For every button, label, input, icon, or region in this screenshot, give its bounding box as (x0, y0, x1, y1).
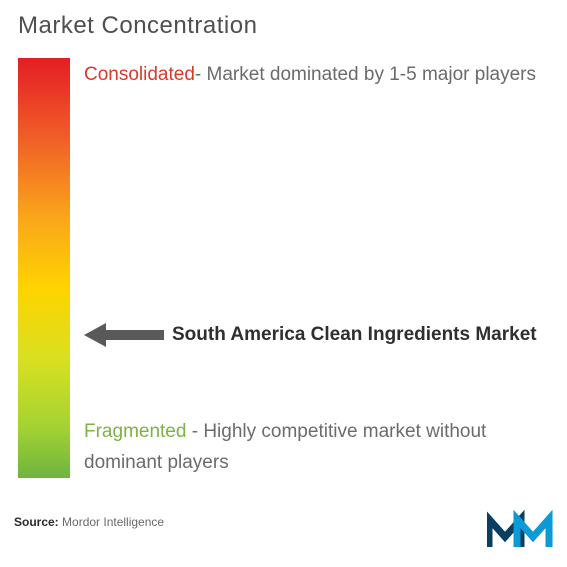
mordor-logo (487, 507, 555, 555)
infographic-container: Market Concentration Consolidated- Marke… (0, 0, 567, 567)
consolidated-label: Consolidated- Market dominated by 1-5 ma… (84, 60, 549, 90)
fragmented-keyword: Fragmented (84, 421, 186, 442)
concentration-gradient-bar (18, 58, 70, 478)
text-area: Consolidated- Market dominated by 1-5 ma… (70, 58, 549, 478)
source-citation: Source: Mordor Intelligence (14, 515, 164, 529)
page-title: Market Concentration (18, 12, 549, 40)
market-name-label: South America Clean Ingredients Market (172, 323, 537, 347)
consolidated-description: - Market dominated by 1-5 major players (195, 64, 536, 85)
fragmented-label: Fragmented - Highly competitive market w… (84, 417, 549, 478)
consolidated-keyword: Consolidated (84, 64, 195, 85)
source-label: Source: (14, 515, 59, 529)
arrow-left-icon (84, 320, 164, 350)
market-position-marker: South America Clean Ingredients Market (84, 320, 549, 350)
source-value: Mordor Intelligence (59, 515, 164, 529)
content-area: Consolidated- Market dominated by 1-5 ma… (18, 58, 549, 478)
